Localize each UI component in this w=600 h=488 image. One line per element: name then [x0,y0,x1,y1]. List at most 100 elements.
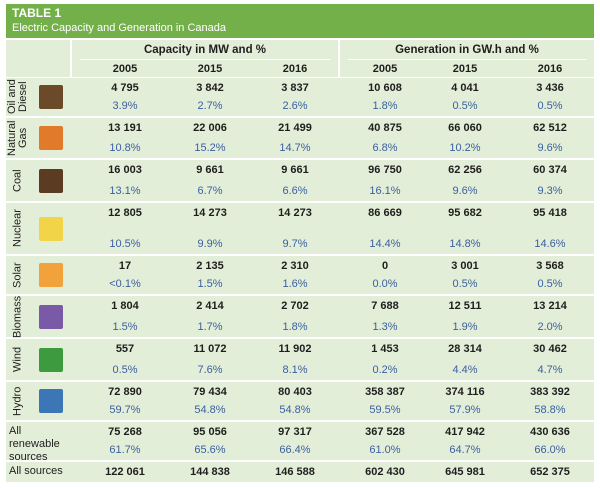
row-background [6,339,594,380]
percent-cell: 0.5% [452,278,478,290]
row-icon [39,304,63,329]
percent-cell: 8.1% [282,364,308,376]
row-icon [39,216,63,241]
value-cell: 3 436 [536,82,564,94]
row-icon [39,389,63,413]
value-cell: 4 041 [451,82,479,94]
year-header: 2005 [372,63,398,75]
value-cell: 358 387 [365,386,405,398]
percent-cell: 1.8% [282,321,308,333]
value-cell: 12 805 [108,207,142,219]
percent-cell: 14.6% [534,238,566,250]
percent-cell: 0.0% [372,278,398,290]
value-cell: 16 003 [108,164,142,176]
row-icon [39,168,63,193]
value-cell: 95 418 [533,207,567,219]
value-cell: 3 568 [536,260,564,272]
value-cell: 97 317 [278,426,312,438]
value-cell: 122 061 [105,466,145,478]
value-cell: 383 392 [530,386,570,398]
value-cell: 2 135 [196,260,224,272]
percent-cell: 4.7% [537,364,563,376]
row-icon [39,126,63,150]
percent-cell: 16.1% [369,185,401,197]
row-background [6,382,594,420]
percent-cell: 9.7% [282,238,308,250]
row-background [6,422,594,460]
value-cell: 21 499 [278,122,312,134]
percent-cell: <0.1% [109,278,141,290]
group-underline [80,59,330,60]
value-cell: 4 795 [111,82,139,94]
group-header: Capacity in MW and % [143,44,267,56]
row-background [6,256,594,294]
percent-cell: 0.5% [112,364,138,376]
percent-cell: 2.6% [282,100,308,112]
year-header: 2015 [197,63,223,75]
percent-cell: 13.1% [109,185,141,197]
row-background [6,203,594,254]
percent-cell: 9.9% [197,238,223,250]
value-cell: 75 268 [108,426,142,438]
value-cell: 72 890 [108,386,142,398]
value-cell: 417 942 [445,426,485,438]
value-cell: 3 837 [281,82,309,94]
value-cell: 367 528 [365,426,405,438]
value-cell: 17 [118,260,132,272]
row-label: Biomass [11,295,24,338]
percent-cell: 0.5% [537,278,563,290]
value-cell: 60 374 [533,164,567,176]
year-header: 2005 [112,63,138,75]
table-subtitle: Electric Capacity and Generation in Cana… [12,22,227,34]
row-label: Natural Gas [6,120,29,156]
row-background [6,462,594,482]
value-cell: 96 750 [368,164,402,176]
value-cell: 1 804 [111,300,139,312]
table-title: TABLE 1 [12,6,62,20]
value-cell: 3 842 [196,82,224,94]
value-cell: 28 314 [448,343,482,355]
value-cell: 11 902 [278,343,312,355]
row-label: All renewable sources [9,425,60,463]
value-cell: 374 116 [445,386,485,398]
percent-cell: 10.8% [109,142,141,154]
value-cell: 146 588 [275,466,315,478]
value-cell: 430 636 [530,426,570,438]
row-background [6,78,594,116]
value-cell: 652 375 [530,466,570,478]
value-cell: 13 214 [533,300,567,312]
value-cell: 86 669 [368,207,402,219]
percent-cell: 6.7% [197,185,223,197]
percent-cell: 57.9% [449,404,481,416]
value-cell: 14 273 [193,207,227,219]
row-background [6,160,594,201]
percent-cell: 6.8% [372,142,398,154]
percent-cell: 0.5% [537,100,563,112]
row-background [6,118,594,158]
header-band [6,4,594,38]
value-cell: 9 661 [281,164,309,176]
value-cell: 95 682 [448,207,482,219]
value-cell: 30 462 [533,343,567,355]
percent-cell: 7.6% [197,364,223,376]
group-header: Generation in GW.h and % [395,44,539,56]
row-label: Coal [11,169,24,192]
percent-cell: 66.0% [534,444,566,456]
value-cell: 2 310 [281,260,309,272]
group-underline [348,59,586,60]
value-cell: 2 414 [196,300,224,312]
percent-cell: 64.7% [449,444,481,456]
percent-cell: 0.2% [372,364,398,376]
year-header: 2016 [537,63,563,75]
percent-cell: 61.7% [109,444,141,456]
value-cell: 557 [115,343,135,355]
row-label: All sources [9,465,63,477]
percent-cell: 65.6% [194,444,226,456]
value-cell: 40 875 [368,122,402,134]
value-cell: 1 453 [371,343,399,355]
percent-cell: 1.8% [372,100,398,112]
row-background [6,296,594,337]
year-header: 2015 [452,63,478,75]
value-cell: 12 511 [448,300,482,312]
percent-cell: 1.3% [372,321,398,333]
